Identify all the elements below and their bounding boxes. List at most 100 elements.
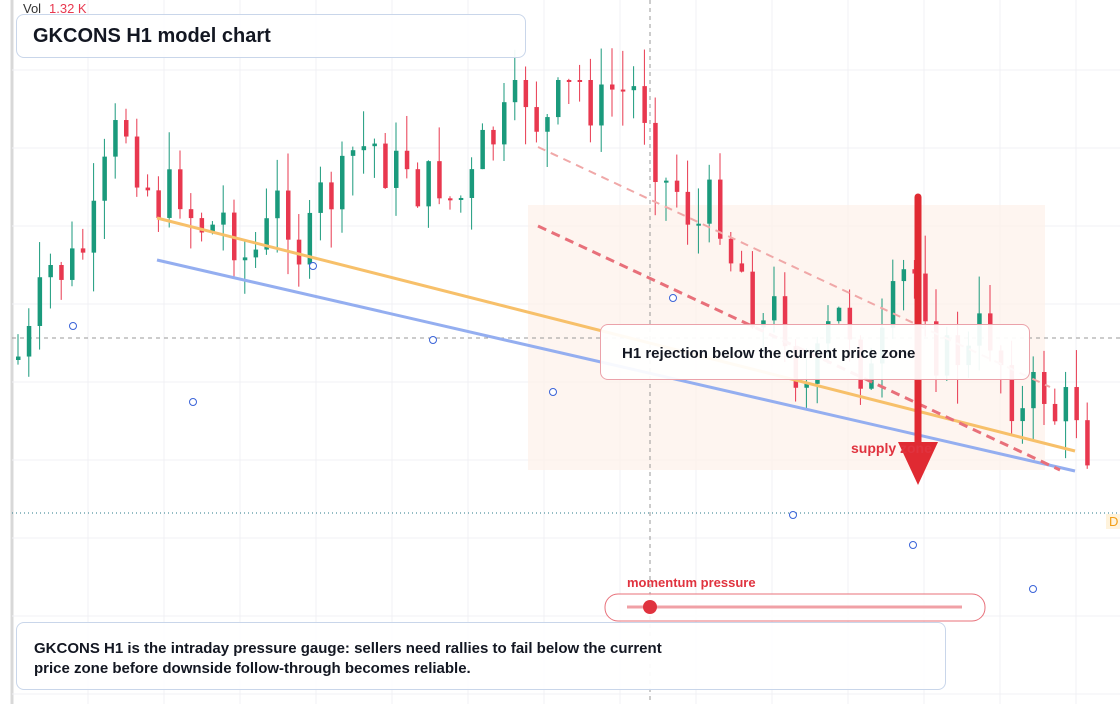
candle-body	[26, 325, 32, 357]
candle-body	[264, 218, 269, 250]
candle-body	[16, 356, 21, 360]
candle-body	[404, 150, 410, 170]
candle-body	[372, 143, 377, 147]
candle-body	[253, 249, 259, 258]
momentum-knob	[643, 600, 657, 614]
candle-body	[448, 198, 453, 201]
candle-body	[188, 209, 194, 219]
candle-body	[296, 239, 302, 265]
signal-marker	[309, 262, 317, 270]
candle-body	[383, 143, 388, 188]
candle-body	[145, 187, 151, 191]
candle-body	[674, 180, 680, 192]
candle-body	[631, 86, 637, 91]
momentum-label: momentum pressure	[627, 575, 756, 590]
candle-body	[1052, 403, 1058, 422]
candle-body	[102, 156, 107, 201]
candle-body	[329, 182, 334, 210]
candle-body	[178, 169, 183, 210]
candle-body	[664, 180, 669, 183]
candle-body	[1031, 372, 1036, 409]
candle-body	[502, 102, 507, 145]
candle-body	[350, 150, 356, 156]
candle-body	[1074, 387, 1079, 421]
candle-body	[1063, 387, 1069, 422]
candle-body	[80, 248, 86, 253]
title-box: GKCONS H1 model chart	[16, 14, 526, 58]
candle-body	[728, 238, 734, 264]
candle-body	[113, 120, 118, 157]
candle-body	[836, 307, 842, 322]
candle-body	[566, 80, 572, 82]
candle-body	[707, 179, 712, 224]
candle-body	[70, 248, 75, 280]
candle-body	[134, 136, 140, 188]
candle-body	[1020, 408, 1025, 422]
candle-body	[59, 265, 64, 280]
signal-marker	[549, 388, 557, 396]
candle-body	[610, 84, 615, 90]
candle-body	[167, 169, 172, 218]
candle-body	[556, 80, 561, 118]
candle-body	[642, 86, 647, 123]
annotation-box: H1 rejection below the current price zon…	[600, 324, 1030, 380]
candle-body	[1009, 365, 1015, 422]
candle-body	[1085, 420, 1090, 466]
price-tag: D	[1106, 514, 1120, 529]
candle-body	[242, 257, 248, 261]
candle-body	[739, 263, 745, 272]
candle-body	[199, 218, 205, 233]
candle-body	[804, 383, 809, 388]
candle-body	[340, 155, 345, 210]
candle-body	[523, 80, 529, 108]
candle-body	[588, 80, 593, 126]
signal-marker	[789, 511, 797, 519]
signal-marker	[1029, 585, 1037, 593]
candle-body	[480, 129, 485, 170]
candle-body	[286, 190, 291, 240]
candle-body	[491, 129, 496, 145]
candle-body	[415, 169, 421, 207]
candle-body	[469, 169, 475, 198]
candle-body	[124, 120, 129, 137]
candle-body	[275, 190, 280, 219]
vol-label: Vol	[23, 1, 42, 16]
candle-body	[394, 150, 399, 188]
candle-body	[426, 161, 431, 207]
candle-body	[534, 107, 539, 132]
candle-body	[48, 265, 53, 278]
candle-body	[318, 182, 323, 213]
signal-marker	[669, 294, 677, 302]
signal-marker	[429, 336, 437, 344]
candle-body	[37, 277, 43, 326]
candle-body	[221, 212, 226, 225]
title: GKCONS H1 model chart	[33, 25, 271, 47]
candle-body	[437, 161, 442, 199]
signal-marker	[69, 322, 77, 330]
candle-body	[653, 122, 658, 183]
trendline-red-light	[537, 146, 1051, 388]
candle-body	[577, 80, 583, 82]
candle-body	[696, 223, 701, 226]
candle-body	[901, 269, 907, 282]
candle-body	[361, 146, 367, 151]
candle-body	[307, 212, 313, 265]
candle-body	[685, 191, 691, 225]
candle-body	[545, 117, 550, 132]
candle-body	[1042, 372, 1047, 404]
supply-label: supply zone	[851, 440, 932, 456]
candle-body	[923, 273, 928, 322]
candle-body	[620, 89, 626, 92]
caption: GKCONS H1 is the intraday pressure gauge…	[34, 640, 662, 677]
vol-value: 1.32 K	[49, 1, 87, 16]
candle-body	[772, 296, 777, 321]
candle-body	[156, 190, 161, 218]
signal-marker	[909, 541, 917, 549]
candle-body	[91, 200, 97, 253]
candle-body	[847, 307, 853, 340]
annotation: H1 rejection below the current price zon…	[622, 345, 916, 362]
candle-body	[210, 224, 215, 233]
signal-marker	[189, 398, 197, 406]
candle-body	[512, 80, 518, 103]
